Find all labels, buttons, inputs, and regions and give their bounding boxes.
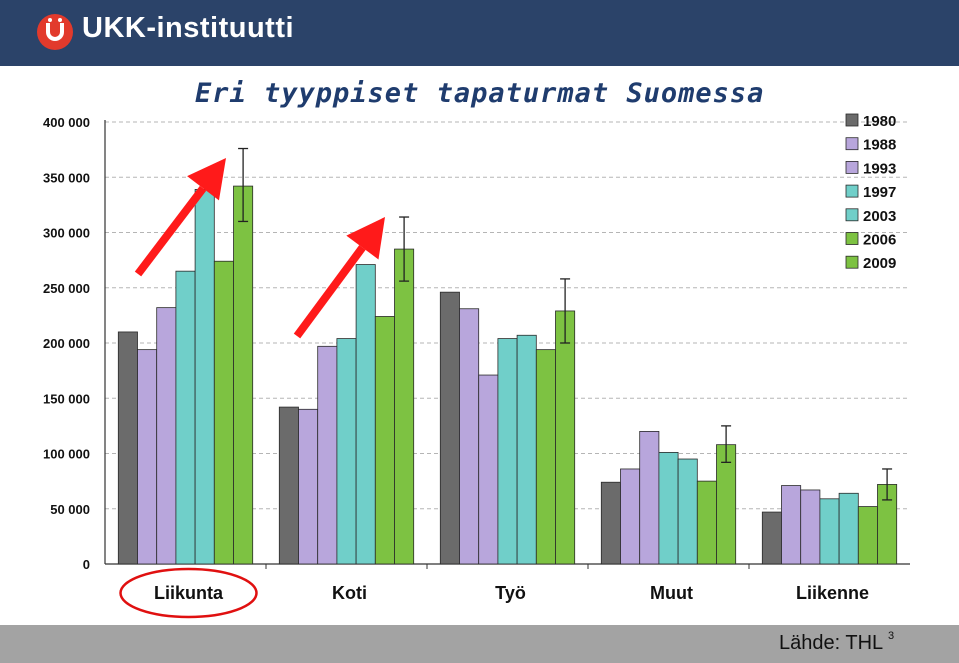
- y-tick-label: 350 000: [43, 170, 90, 185]
- accident-bar-chart: 0 50 000 100 000 150 000 200 000 250 000 300 0…: [43, 113, 910, 619]
- slide-number: 3: [888, 630, 895, 642]
- legend-label: 2009: [863, 255, 896, 272]
- bar-1993: [800, 489, 821, 565]
- legend-swatch-2006: [845, 232, 859, 245]
- brand-name: UKK-instituutti: [82, 12, 295, 44]
- bar-1988: [459, 308, 480, 565]
- y-tick-label: 200 000: [43, 336, 90, 351]
- bar-2009: [555, 310, 576, 565]
- bar-2006: [857, 506, 878, 565]
- bar-1997: [175, 270, 196, 565]
- bar-2003: [838, 492, 859, 565]
- bar-1997: [497, 338, 518, 565]
- bar-2009: [233, 185, 254, 565]
- legend-swatch-1988: [845, 137, 859, 151]
- bar-2003: [355, 264, 376, 565]
- bar-1988: [137, 349, 158, 565]
- trend-arrow-shaft: [293, 245, 366, 339]
- bar-2003: [516, 334, 537, 565]
- highlight-ellipse: [119, 567, 258, 619]
- bar-1997: [336, 338, 357, 565]
- x-category-label: Liikunta: [154, 583, 224, 603]
- legend-swatch-2003: [845, 208, 859, 222]
- y-tick-label: 100 000: [43, 447, 90, 462]
- y-tick-label: 300 000: [43, 226, 90, 241]
- y-tick-label: 50 000: [50, 502, 90, 517]
- bar-1980: [278, 406, 299, 565]
- bar-1980: [600, 481, 621, 565]
- bar-1980: [117, 331, 138, 565]
- bar-1988: [781, 485, 802, 565]
- legend-swatch-1993: [845, 160, 859, 174]
- source-text: Lähde: THL: [779, 632, 884, 654]
- y-tick-label: 250 000: [43, 281, 90, 296]
- trend-arrow-shaft: [134, 185, 207, 277]
- ukk-logo-icon: [37, 14, 73, 50]
- bar-1993: [156, 307, 177, 565]
- bar-2009: [394, 248, 415, 565]
- trend-arrow-head: [187, 158, 226, 201]
- trend-arrow-head: [346, 217, 385, 260]
- bar-2003: [677, 458, 698, 565]
- bar-1993: [639, 430, 660, 565]
- x-category-label: Työ: [495, 583, 526, 603]
- legend-label: 1980: [863, 113, 896, 130]
- bar-2006: [535, 349, 556, 565]
- legend-swatch-2009: [845, 255, 859, 269]
- y-tick-label: 400 000: [43, 115, 90, 130]
- bar-2006: [374, 316, 395, 565]
- legend-label: 1993: [863, 160, 896, 177]
- header-bar: UKK-instituutti: [0, 0, 959, 66]
- bar-1980: [439, 291, 460, 565]
- bar-1988: [298, 408, 319, 565]
- y-tick-label: 0: [83, 557, 90, 572]
- bar-1997: [658, 451, 679, 565]
- bar-1988: [620, 468, 641, 565]
- legend-swatch-1997: [845, 184, 859, 198]
- bar-1993: [478, 374, 499, 565]
- y-tick-label: 150 000: [43, 391, 90, 406]
- legend-label: 2006: [863, 232, 896, 249]
- legend-label: 1997: [863, 184, 896, 201]
- footer-bar: [0, 625, 959, 663]
- legend-label: 2003: [863, 208, 896, 225]
- legend-swatch-1980: [845, 113, 859, 127]
- x-category-label: Koti: [332, 583, 367, 603]
- bar-2006: [213, 260, 234, 565]
- page-title: Eri tyyppiset tapaturmat Suomessa: [195, 78, 765, 109]
- bar-2003: [194, 189, 215, 565]
- x-category-label: Liikenne: [796, 583, 869, 603]
- x-category-label: Muut: [650, 583, 693, 603]
- legend-label: 1988: [863, 137, 896, 154]
- bar-2006: [696, 480, 717, 565]
- bar-1980: [761, 511, 782, 565]
- bar-1993: [317, 345, 338, 565]
- bar-1997: [819, 498, 840, 565]
